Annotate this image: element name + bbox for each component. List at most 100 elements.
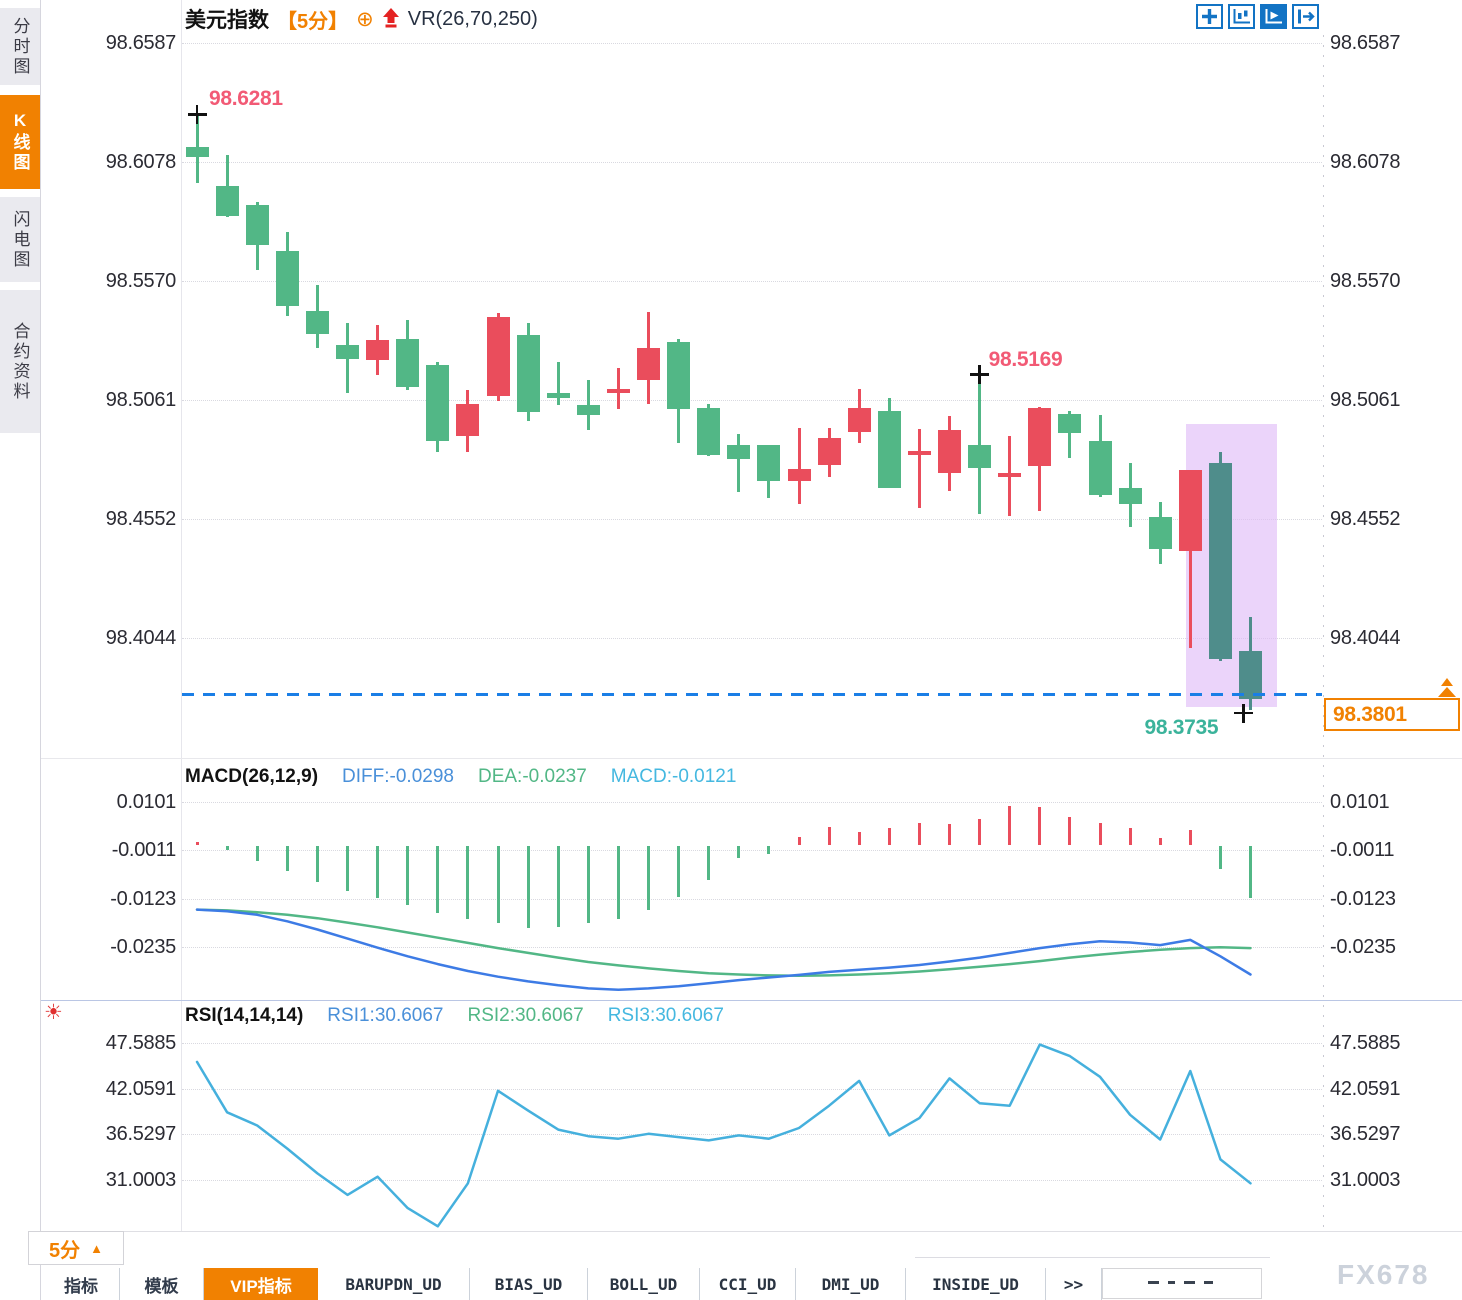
macd-hist-bar <box>616 845 620 920</box>
gridline <box>182 280 1322 282</box>
macd-hist-bar <box>195 842 199 846</box>
tab--[interactable]: 指标 <box>43 1268 120 1300</box>
candle-body <box>847 407 871 432</box>
gridline <box>182 162 1322 164</box>
right-axis-line <box>1323 35 1324 1231</box>
period-label[interactable]: 【5分】 <box>277 10 349 33</box>
gridline <box>182 1134 1322 1136</box>
macd-hist-bar <box>436 845 440 913</box>
trend-up-icon <box>382 8 400 30</box>
indicator-settings-icon[interactable]: ☀ <box>44 1001 63 1024</box>
rsi2-value: RSI2:30.6067 <box>467 1005 584 1026</box>
macd-hist-bar <box>978 818 982 846</box>
period-selector-arrow-icon: ▲ <box>90 1240 103 1256</box>
macd-diff-value: DIFF:-0.0298 <box>342 766 454 787</box>
tab-dmi_ud[interactable]: DMI_UD <box>796 1268 906 1300</box>
candle-body <box>817 438 841 465</box>
axis-label-left: 98.6078 <box>105 151 177 174</box>
tab-bias_ud[interactable]: BIAS_UD <box>470 1268 588 1300</box>
gridline <box>182 801 1322 803</box>
macd-hist-bar <box>466 845 470 920</box>
add-overlay-icon[interactable]: ⊕ <box>356 7 374 31</box>
axis-label-right: 42.0591 <box>1330 1077 1401 1100</box>
macd-rsi-separator <box>41 1000 1462 1001</box>
chart-toolbar <box>1196 4 1319 29</box>
candle-body <box>1148 516 1172 549</box>
current-price-dashed-line <box>182 693 1322 697</box>
candle-body <box>938 430 961 473</box>
axis-label-right: 98.4552 <box>1330 508 1401 531</box>
macd-hist-bar <box>1249 845 1252 898</box>
sidebar-item-1[interactable]: 分时图 <box>0 8 40 85</box>
sidebar-item-4[interactable]: 合约资料 <box>0 290 40 433</box>
candle-body <box>576 405 600 416</box>
left-axis-line <box>181 0 182 1231</box>
macd-hist-bar <box>346 845 349 891</box>
price-marker-top-icon <box>1441 678 1453 686</box>
macd-macd-value: MACD:-0.0121 <box>610 766 737 787</box>
tab-vip-[interactable]: VIP指标 <box>204 1268 318 1300</box>
macd-hist-bar <box>1038 806 1042 846</box>
tab-overflow-dashes <box>1148 1281 1213 1284</box>
vr-indicator-label[interactable]: VR(26,70,250) <box>407 7 538 30</box>
gridline <box>182 947 1322 949</box>
footer-divider <box>915 1257 1270 1258</box>
axis-candles-icon[interactable] <box>1228 4 1255 29</box>
axis-label-right: -0.0235 <box>1330 936 1396 959</box>
candle-wick <box>737 433 741 493</box>
gridline <box>182 1043 1322 1044</box>
current-price-value: 98.3801 <box>1333 702 1407 726</box>
macd-hist-bar <box>1098 822 1102 846</box>
gridline <box>182 519 1322 521</box>
instrument-title: 美元指数 <box>185 9 269 32</box>
rsi-params[interactable]: RSI(14,14,14) <box>185 1005 304 1026</box>
tab-inside_ud[interactable]: INSIDE_UD <box>906 1268 1046 1300</box>
candle-body <box>1088 440 1112 496</box>
rsi3-value: RSI3:30.6067 <box>607 1005 724 1026</box>
crosshair-move-icon[interactable] <box>1196 4 1223 29</box>
macd-hist-bar <box>797 836 801 846</box>
candle-wick <box>797 427 801 504</box>
tab-cci_ud[interactable]: CCI_UD <box>700 1268 796 1300</box>
axis-label-left: 31.0003 <box>105 1169 177 1191</box>
exit-right-icon[interactable] <box>1292 4 1319 29</box>
sidebar-item-3[interactable]: 闪电图 <box>0 197 40 282</box>
tab-boll_ud[interactable]: BOLL_UD <box>588 1268 700 1300</box>
axis-label-left: -0.0011 <box>111 839 177 862</box>
axis-label-right: 47.5885 <box>1330 1032 1401 1054</box>
annotation-first-high: 98.6281 <box>209 86 283 110</box>
tab->>[interactable]: >> <box>1046 1268 1102 1300</box>
candle-body <box>275 251 299 307</box>
gridline <box>182 1180 1322 1181</box>
candle-wick <box>225 155 229 218</box>
candle-body <box>637 348 660 381</box>
candle-body <box>907 450 931 456</box>
sidebar: 分时图 K线图闪电图合约资料 <box>0 0 41 1300</box>
macd-hist-bar <box>1128 828 1132 846</box>
macd-params[interactable]: MACD(26,12,9) <box>185 766 319 787</box>
period-selector[interactable]: 5分 ▲ <box>28 1231 124 1265</box>
tab-barupdn_ud[interactable]: BARUPDN_UD <box>318 1268 470 1300</box>
candle-body <box>787 468 811 482</box>
macd-hist-bar <box>255 845 259 861</box>
macd-hist-bar <box>917 822 921 846</box>
annotation-swing-high: 98.5169 <box>988 347 1063 371</box>
sidebar-item-2[interactable]: K线图 <box>0 95 40 189</box>
axis-label-left: 98.4552 <box>105 508 177 531</box>
axis-play-icon[interactable] <box>1260 4 1287 29</box>
macd-hist-bar <box>677 845 681 898</box>
candle-body <box>606 388 630 394</box>
candle-body <box>998 472 1022 478</box>
macd-hist-bar <box>707 845 711 881</box>
macd-hist-bar <box>526 845 530 928</box>
axis-label-right: -0.0011 <box>1330 839 1395 862</box>
crosshair-marker-1 <box>187 105 207 125</box>
empty-tab[interactable] <box>1102 1268 1262 1299</box>
axis-label-right: 31.0003 <box>1330 1169 1401 1191</box>
watermark: FX678 <box>1337 1259 1430 1290</box>
candle-body <box>546 393 570 399</box>
axis-label-left: 98.5570 <box>105 269 177 292</box>
crosshair-marker-3 <box>1234 703 1253 723</box>
tab--[interactable]: 模板 <box>120 1268 204 1300</box>
macd-hist-bar <box>315 845 319 883</box>
